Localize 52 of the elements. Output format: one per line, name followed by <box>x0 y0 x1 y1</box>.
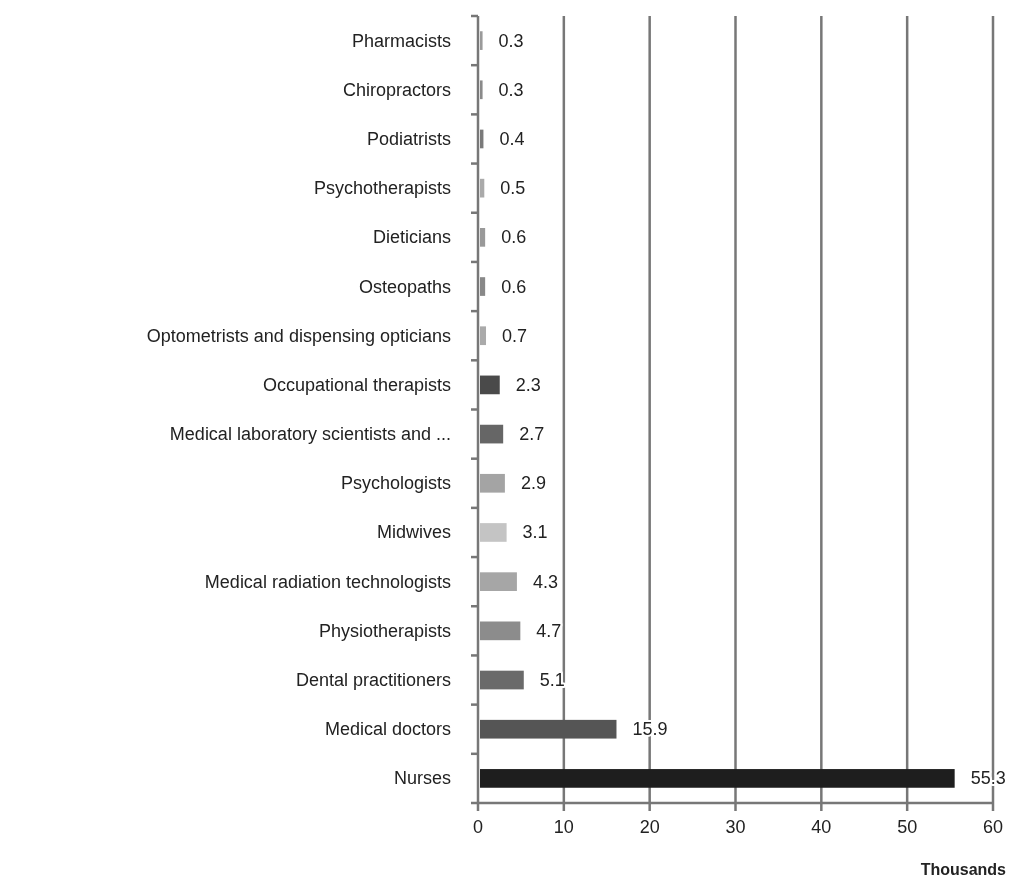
y-tick-label: Dental practitioners <box>295 670 451 691</box>
bar <box>480 31 483 50</box>
data-label: 2.7 <box>519 424 545 445</box>
bar <box>480 621 521 641</box>
x-tick-label: 60 <box>982 817 1004 837</box>
data-label: 0.3 <box>498 79 524 100</box>
data-label: 0.7 <box>502 325 528 346</box>
data-label: 4.7 <box>536 620 562 641</box>
bar <box>480 670 524 690</box>
x-tick-label: 30 <box>725 817 746 837</box>
bar <box>480 178 485 198</box>
data-label: 0.6 <box>501 276 527 297</box>
x-tick-label: 0 <box>472 817 484 837</box>
y-tick-label: Physiotherapists <box>318 620 451 641</box>
y-tick-label: Dieticians <box>372 227 451 248</box>
y-tick-label: Medical laboratory scientists and ... <box>169 424 451 445</box>
x-axis-title: Thousands <box>920 861 1007 878</box>
data-label: 0.5 <box>500 178 526 199</box>
data-label: 0.4 <box>499 128 525 149</box>
bar <box>480 277 486 296</box>
y-tick-label: Chiropractors <box>342 79 451 100</box>
y-tick-label: Nurses <box>393 768 451 789</box>
y-tick-label: Psychologists <box>340 473 451 494</box>
bar <box>480 572 517 591</box>
y-tick-label: Occupational therapists <box>262 374 451 395</box>
bar <box>480 228 486 247</box>
data-label: 2.9 <box>520 473 546 494</box>
y-tick-label: Medical radiation technologists <box>204 571 451 592</box>
data-label: 0.3 <box>498 30 524 51</box>
bar <box>480 769 955 788</box>
y-tick-label: Midwives <box>376 522 451 543</box>
y-tick-label: Podiatrists <box>366 128 451 149</box>
data-label: 3.1 <box>522 522 548 543</box>
x-tick-label: 10 <box>553 817 574 837</box>
bar <box>480 80 483 100</box>
bar <box>480 523 507 542</box>
y-tick-label: Pharmacists <box>351 30 451 51</box>
x-tick-label: 40 <box>811 817 832 837</box>
y-tick-label: Osteopaths <box>358 276 451 297</box>
bar <box>480 473 505 493</box>
data-label: 2.3 <box>515 374 541 395</box>
x-tick-label: 50 <box>897 817 918 837</box>
bar <box>480 424 504 444</box>
data-label: 0.6 <box>501 227 527 248</box>
data-label: 4.3 <box>532 571 558 592</box>
bar <box>480 326 487 346</box>
bar <box>480 719 617 739</box>
y-tick-label: Optometrists and dispensing opticians <box>146 325 451 346</box>
x-tick-label: 20 <box>639 817 660 837</box>
bar <box>480 375 500 395</box>
y-tick-label: Psychotherapists <box>313 178 451 199</box>
y-tick-label: Medical doctors <box>324 719 451 740</box>
